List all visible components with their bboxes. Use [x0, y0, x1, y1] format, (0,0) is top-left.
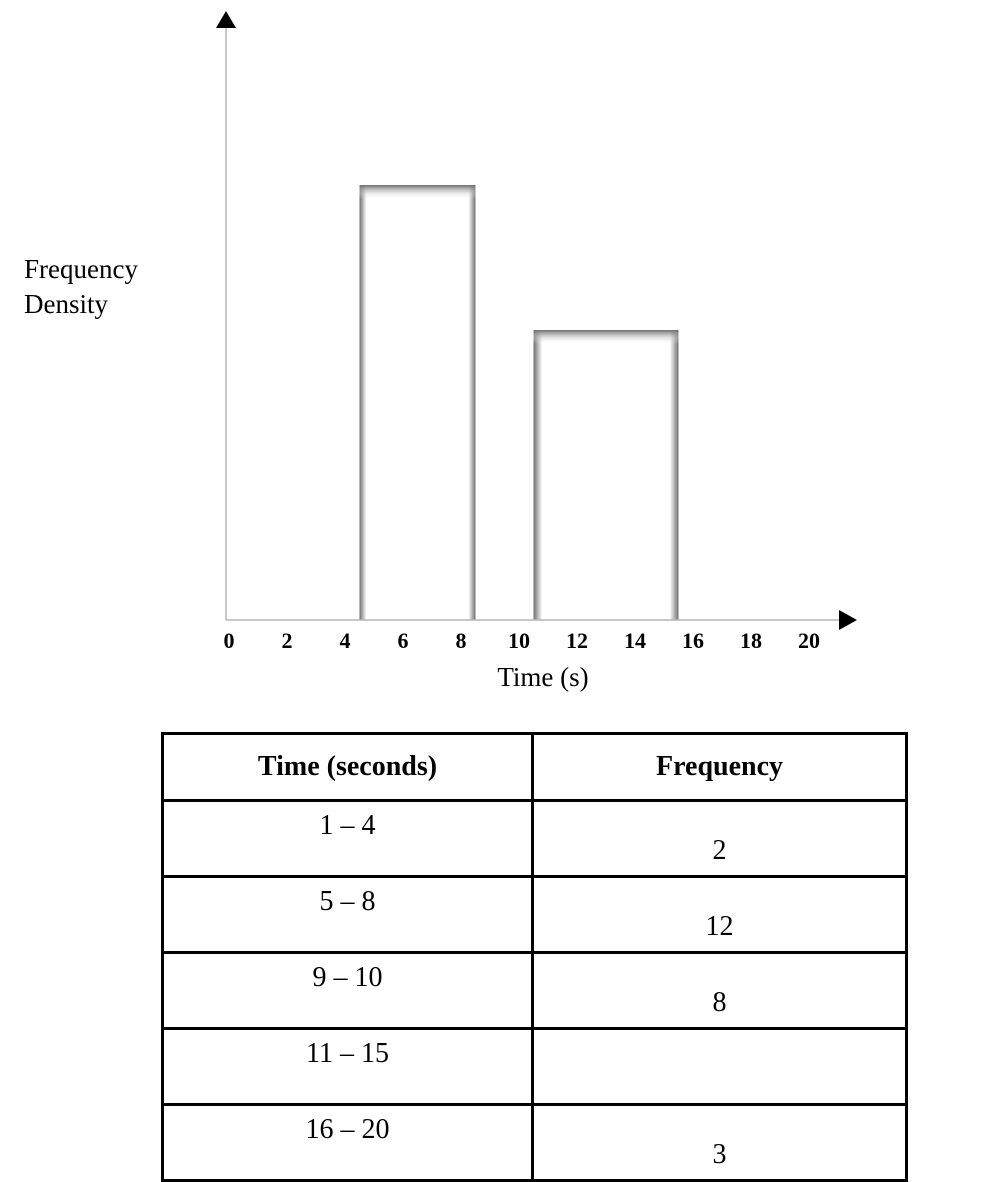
- table-row: 1 – 4 2: [161, 799, 908, 878]
- time-cell: 1 – 4: [161, 799, 534, 878]
- y-axis-label-line-2: Density: [24, 289, 108, 319]
- x-tick-label: 12: [566, 628, 588, 653]
- table-header-row: Time (seconds) Frequency: [161, 732, 908, 802]
- x-tick-label: 10: [508, 628, 530, 653]
- header-time: Time (seconds): [161, 732, 534, 802]
- histogram-bar-fill: [533, 330, 679, 620]
- time-cell: 9 – 10: [161, 951, 534, 1030]
- histogram-bar-top-edge: [533, 330, 679, 344]
- x-tick-labels: 0 2 4 6 8 10 12 14 16 18 20: [224, 628, 821, 653]
- y-axis-arrow: [216, 11, 236, 28]
- table-row: 9 – 10 8: [161, 951, 908, 1030]
- histogram-bar: [533, 330, 679, 620]
- x-tick-label: 0: [224, 628, 235, 653]
- x-tick-label: 14: [624, 628, 646, 653]
- histogram-bar-fill: [359, 185, 476, 620]
- histogram-bar: [359, 185, 476, 620]
- x-axis-label: Time (s): [497, 662, 588, 692]
- x-tick-label: 2: [282, 628, 293, 653]
- y-axis-label-line-1: Frequency: [24, 254, 138, 284]
- frequency-table: Time (seconds) Frequency 1 – 4 2 5 – 8 1…: [161, 732, 908, 1182]
- x-tick-label: 18: [740, 628, 762, 653]
- frequency-cell: 12: [531, 875, 908, 954]
- time-cell: 16 – 20: [161, 1103, 534, 1182]
- table-row: 11 – 15: [161, 1027, 908, 1106]
- x-tick-label: 20: [798, 628, 820, 653]
- time-cell: 11 – 15: [161, 1027, 534, 1106]
- histogram-chart: 0 2 4 6 8 10 12 14 16 18 20 Time (s) Frequency Den…: [24, 11, 857, 692]
- table-row: 16 – 20 3: [161, 1103, 908, 1182]
- frequency-cell: [531, 1027, 908, 1106]
- frequency-cell: 2: [531, 799, 908, 878]
- x-tick-label: 8: [456, 628, 467, 653]
- x-axis-arrow: [839, 610, 857, 630]
- header-frequency: Frequency: [531, 732, 908, 802]
- x-tick-label: 16: [682, 628, 704, 653]
- table-row: 5 – 8 12: [161, 875, 908, 954]
- frequency-cell: 3: [531, 1103, 908, 1182]
- frequency-cell: 8: [531, 951, 908, 1030]
- x-tick-label: 4: [340, 628, 351, 653]
- time-cell: 5 – 8: [161, 875, 534, 954]
- histogram-bar-top-edge: [359, 185, 476, 199]
- x-tick-label: 6: [398, 628, 409, 653]
- bars: [359, 185, 679, 620]
